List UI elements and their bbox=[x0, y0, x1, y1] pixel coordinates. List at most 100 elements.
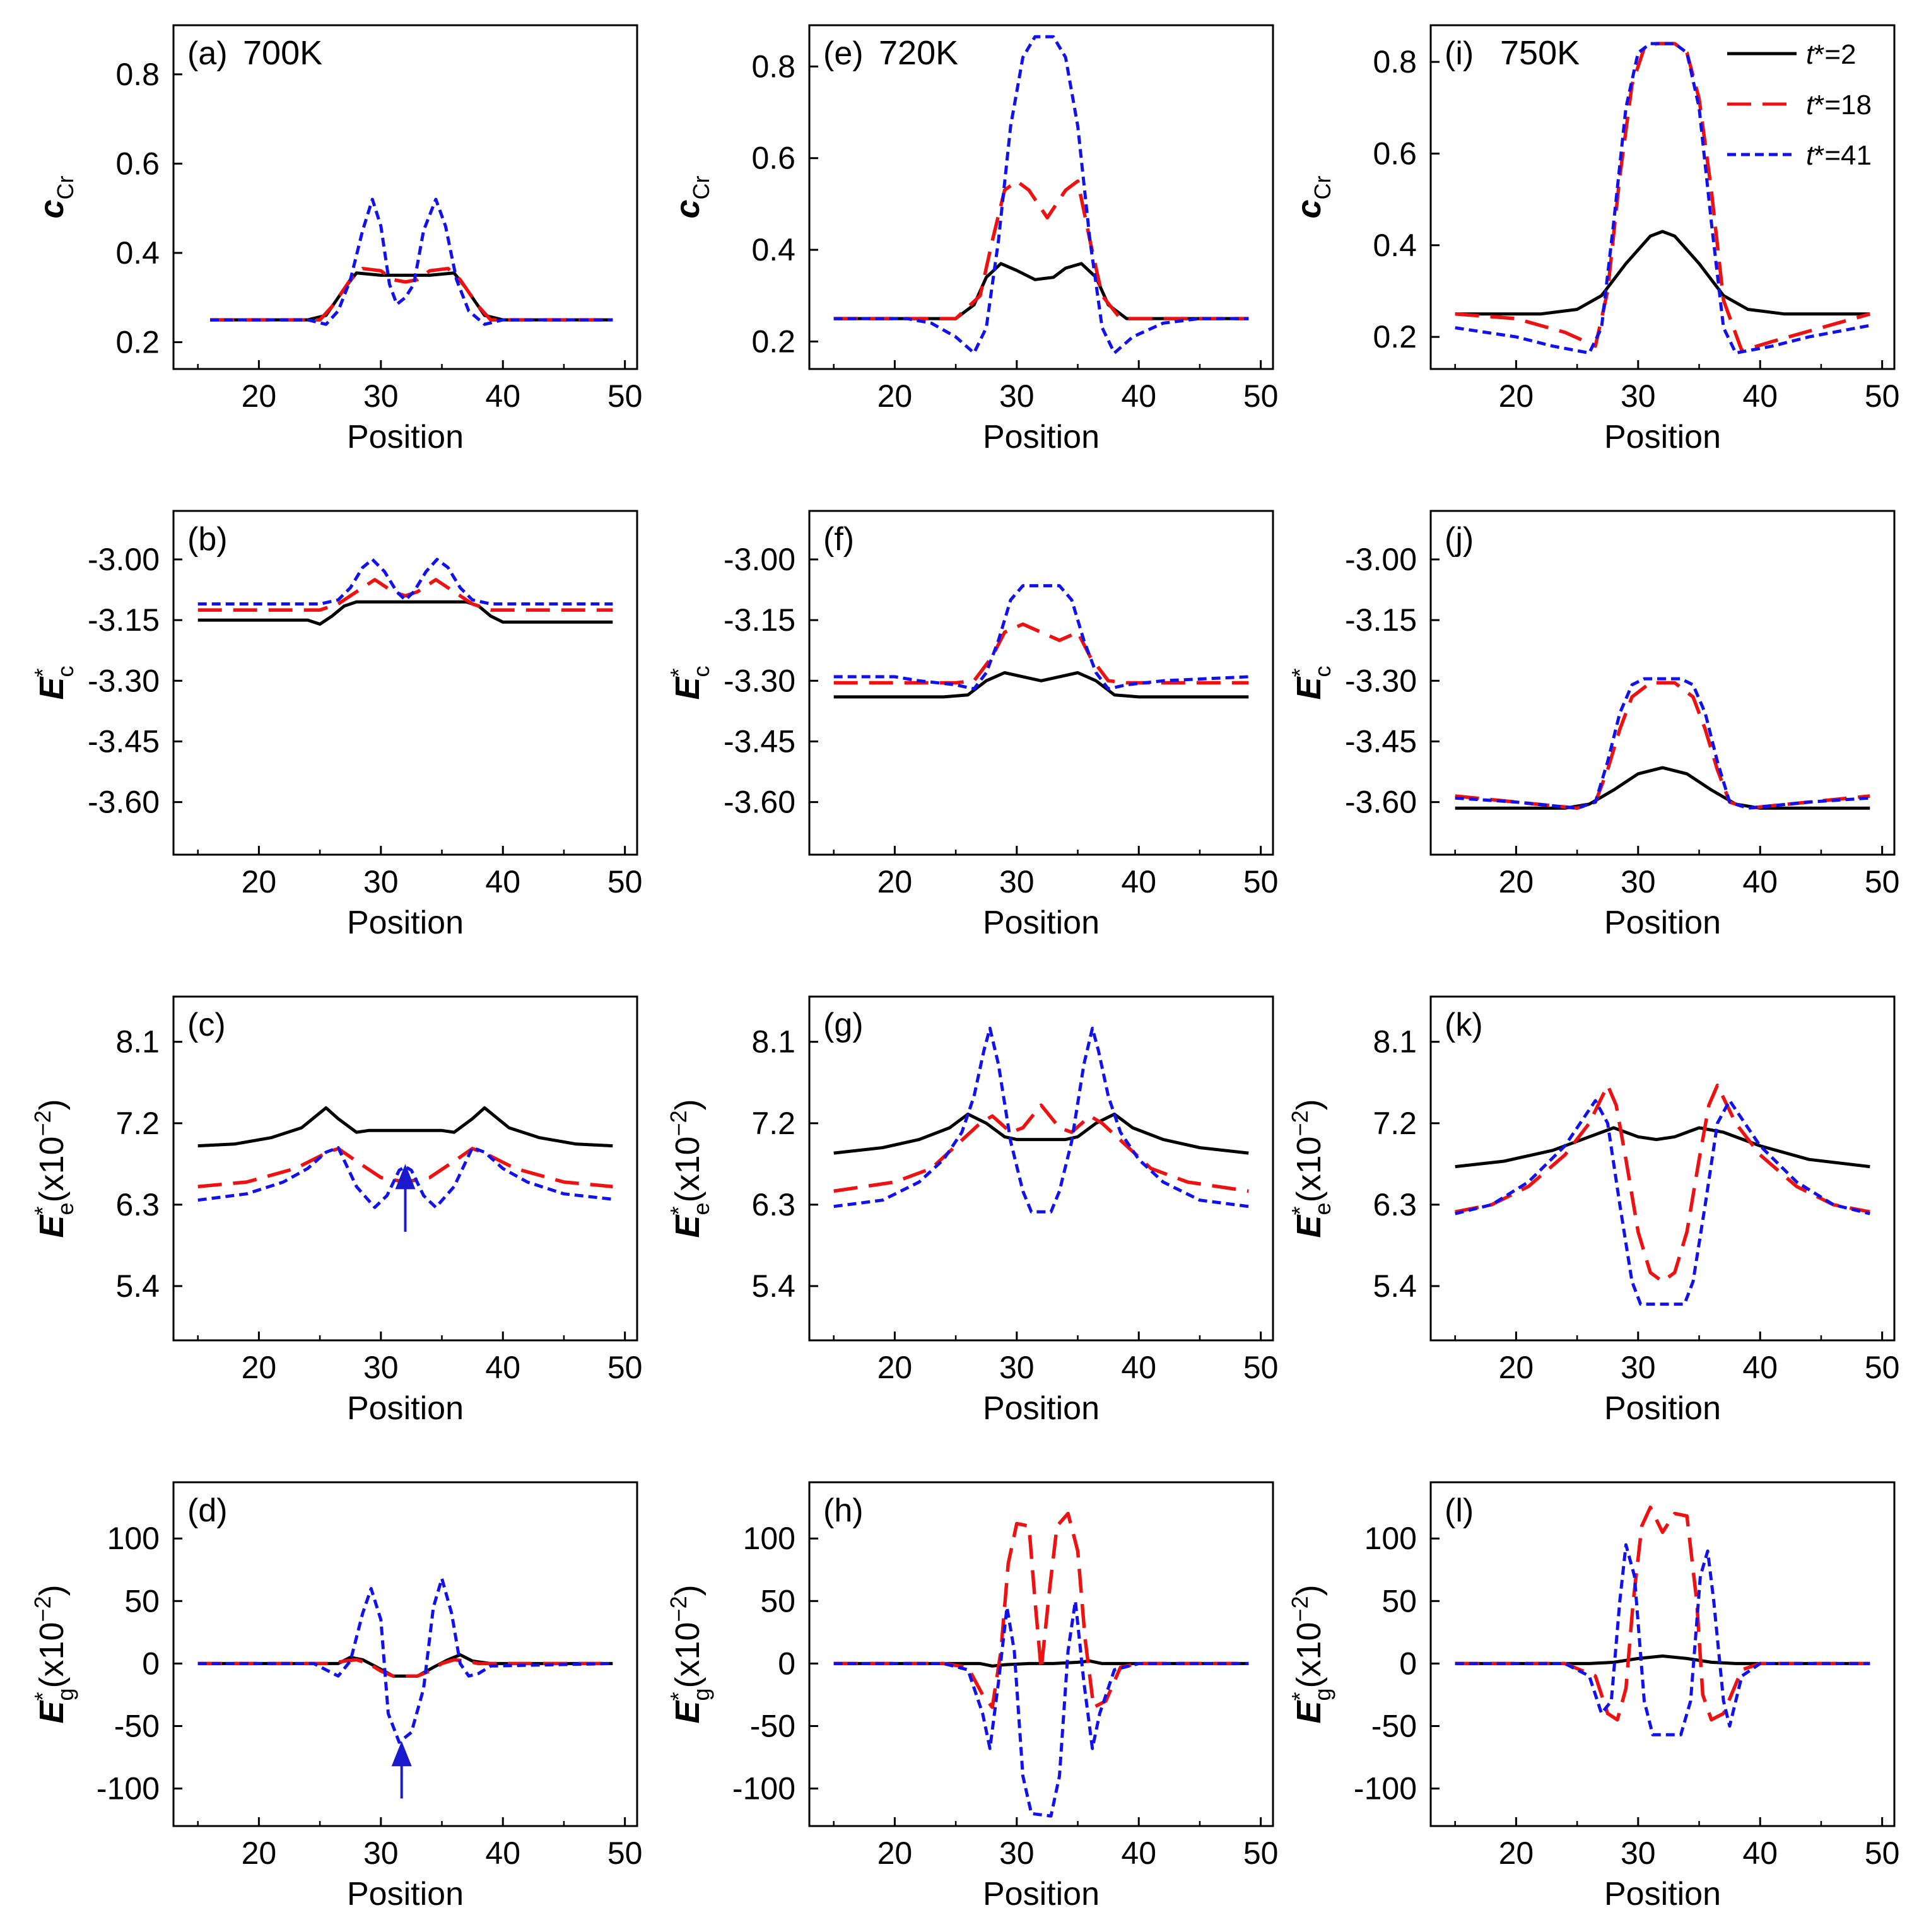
y-label-close: ) bbox=[33, 1099, 71, 1110]
panel-temperature: 700K bbox=[243, 34, 322, 72]
series-line-t-2 bbox=[833, 262, 1249, 320]
plot-frame bbox=[172, 510, 638, 856]
arrow-head bbox=[395, 1164, 416, 1190]
y-tick-label: 0.2 bbox=[1373, 319, 1417, 354]
plot-frame bbox=[172, 24, 638, 370]
plot-frame bbox=[1429, 24, 1896, 370]
x-tick-label: 50 bbox=[1865, 1835, 1900, 1871]
y-label-exponent: −2 bbox=[30, 1110, 56, 1136]
y-label-exponent: −2 bbox=[666, 1110, 691, 1136]
x-tick-label: 30 bbox=[363, 864, 399, 899]
legend-label: *=2 bbox=[1814, 39, 1856, 70]
x-axis-label: Position bbox=[983, 1876, 1100, 1912]
plot-frame bbox=[1429, 1481, 1896, 1827]
y-tick-label: -3.30 bbox=[88, 663, 160, 698]
legend-t: t bbox=[1806, 90, 1815, 120]
y-label-main: E bbox=[669, 1700, 707, 1724]
y-tick-label: -100 bbox=[732, 1771, 795, 1806]
series-line-t-41 bbox=[1455, 1543, 1870, 1736]
y-label-suffix: (x10 bbox=[1290, 1622, 1328, 1688]
x-axis-label: Position bbox=[347, 1390, 464, 1427]
x-tick-label: 20 bbox=[877, 1350, 913, 1385]
y-tick-label: 0.4 bbox=[751, 232, 795, 267]
series-line-t-2 bbox=[197, 1106, 613, 1148]
x-tick-label: 30 bbox=[363, 378, 399, 414]
y-tick-label: 100 bbox=[107, 1521, 160, 1556]
y-label-sup: * bbox=[1287, 668, 1313, 677]
y-label-suffix: (x10 bbox=[1290, 1136, 1328, 1202]
series-line-t-18 bbox=[1455, 1083, 1870, 1284]
x-axis-label: Position bbox=[1604, 419, 1721, 455]
plot-frame bbox=[172, 995, 638, 1342]
y-label-sub: Cr bbox=[1310, 175, 1335, 199]
panel-label: (f) bbox=[823, 521, 854, 558]
x-axis-label: Position bbox=[983, 1390, 1100, 1427]
x-axis-label: Position bbox=[1604, 905, 1721, 941]
y-label-exponent: −2 bbox=[666, 1596, 691, 1622]
legend-label: *=18 bbox=[1814, 90, 1872, 120]
x-tick-label: 20 bbox=[242, 864, 277, 899]
legend-entry: t*=41 bbox=[1806, 140, 1872, 171]
y-label-exponent: −2 bbox=[1287, 1596, 1313, 1622]
x-tick-label: 40 bbox=[1121, 378, 1156, 414]
x-axis-label: Position bbox=[1604, 1876, 1721, 1912]
y-tick-label: 50 bbox=[124, 1583, 160, 1619]
y-tick-label: -3.30 bbox=[724, 663, 795, 698]
y-label-close: ) bbox=[669, 1584, 707, 1596]
series-line-t-18 bbox=[833, 1511, 1249, 1709]
y-label-sup: * bbox=[30, 668, 56, 677]
series-line-t-18 bbox=[197, 1658, 613, 1678]
x-tick-label: 30 bbox=[1621, 1835, 1656, 1871]
y-tick-label: 5.4 bbox=[751, 1268, 795, 1304]
x-tick-label: 40 bbox=[1121, 1835, 1156, 1871]
panel-d: 20 30 40 50Position100500-50-100E*g(x10−2)(… bbox=[30, 1481, 642, 1912]
y-tick-label: 5.4 bbox=[115, 1268, 160, 1304]
y-tick-label: 6.3 bbox=[115, 1187, 160, 1222]
series-line-t-2 bbox=[833, 1112, 1249, 1155]
plot-frame bbox=[808, 1481, 1274, 1827]
series-line-t-2 bbox=[1455, 230, 1870, 316]
x-tick-label: 30 bbox=[999, 378, 1035, 414]
legend-t: t bbox=[1806, 140, 1815, 171]
y-label-main: c bbox=[33, 199, 71, 218]
x-tick-label: 50 bbox=[607, 1350, 643, 1385]
y-label-sup: * bbox=[666, 1692, 691, 1701]
y-label-sub: c bbox=[52, 665, 78, 677]
series-line-t-41 bbox=[197, 1577, 613, 1744]
y-tick-label: 0 bbox=[778, 1646, 795, 1681]
x-tick-label: 20 bbox=[877, 864, 913, 899]
x-tick-label: 20 bbox=[1499, 1350, 1534, 1385]
y-label-suffix: (x10 bbox=[669, 1622, 707, 1688]
series-line-t-41 bbox=[833, 584, 1249, 691]
y-tick-label: 0.4 bbox=[1373, 228, 1417, 263]
y-tick-label: -3.15 bbox=[724, 602, 795, 638]
x-axis-label: Position bbox=[347, 905, 464, 941]
series-line-t-41 bbox=[833, 35, 1249, 355]
y-tick-label: -3.30 bbox=[1345, 663, 1417, 698]
panel-g: 20 30 40 50 Position 8.1 7.2 6.3 5.4 E*e(x10−2) (g… bbox=[666, 995, 1279, 1427]
y-tick-label: -3.60 bbox=[1345, 785, 1417, 820]
x-tick-label: 30 bbox=[1621, 864, 1656, 899]
y-label-main: E bbox=[33, 676, 71, 700]
panel-a: 20 30 40 50 Position 0.2 0.4 0.6 0.8 cCr (a) 700K bbox=[33, 24, 642, 455]
y-label-suffix: (x10 bbox=[33, 1622, 71, 1688]
x-tick-label: 50 bbox=[1243, 1350, 1279, 1385]
y-label-main: E bbox=[669, 676, 707, 700]
series-line-t-2 bbox=[1455, 1126, 1870, 1169]
legend-entry: t*=2 bbox=[1806, 39, 1857, 70]
x-tick-label: 30 bbox=[999, 864, 1035, 899]
panel-temperature: 750K bbox=[1500, 34, 1580, 72]
x-tick-label: 50 bbox=[1865, 864, 1900, 899]
y-label-sub: e bbox=[1310, 1203, 1335, 1215]
y-label-sub: e bbox=[688, 1203, 714, 1215]
x-axis-label: Position bbox=[983, 419, 1100, 455]
series-line-t-18 bbox=[833, 1103, 1249, 1193]
y-tick-label: -50 bbox=[1371, 1708, 1417, 1743]
y-tick-label: 0.8 bbox=[115, 57, 160, 92]
y-label-main: E bbox=[33, 1700, 71, 1724]
y-label-close: ) bbox=[669, 1099, 707, 1110]
x-axis-label: Position bbox=[347, 419, 464, 455]
y-tick-label: 0.2 bbox=[115, 325, 160, 360]
y-label-main: E bbox=[1290, 1214, 1328, 1238]
